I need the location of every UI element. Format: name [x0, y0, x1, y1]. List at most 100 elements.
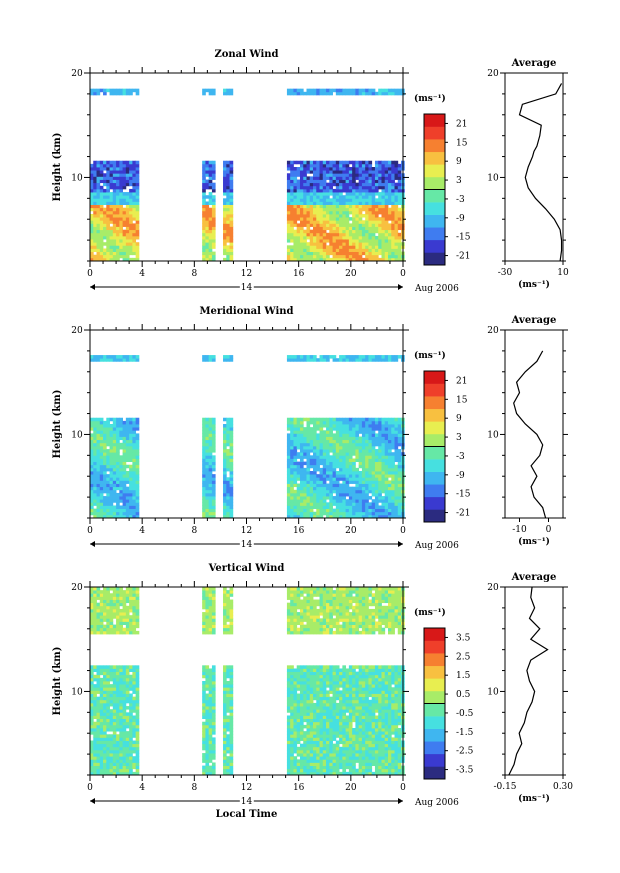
heatmap-cell — [93, 602, 97, 607]
heatmap-cell — [129, 455, 133, 459]
heatmap-cell — [132, 427, 137, 431]
heatmap-cell — [381, 198, 386, 202]
heatmap-cell — [339, 496, 343, 500]
heatmap-cell — [342, 257, 347, 262]
heatmap-cell — [116, 684, 120, 688]
heatmap-cell — [313, 420, 317, 425]
heatmap-cell — [129, 442, 133, 447]
heatmap-cell — [345, 232, 350, 237]
heatmap-cell — [378, 242, 382, 246]
heatmap-cell — [202, 442, 206, 447]
heatmap-cell — [109, 226, 114, 231]
profile-unit: (ms⁻¹) — [518, 536, 550, 547]
heatmap-cell — [106, 167, 110, 171]
heatmap-cell — [93, 358, 97, 362]
heatmap-cell — [306, 499, 311, 503]
heatmap-cell — [293, 229, 298, 234]
heatmap-cell — [99, 746, 104, 751]
heatmap-cell — [378, 442, 382, 447]
heatmap-cell — [313, 502, 317, 506]
heatmap-cell — [326, 220, 330, 224]
heatmap-cell — [342, 436, 347, 441]
heatmap-cell — [368, 201, 373, 205]
heatmap-cell — [322, 358, 327, 362]
heatmap-cell — [135, 458, 140, 462]
heatmap-cell — [361, 420, 366, 425]
heatmap-cell — [358, 452, 363, 456]
heatmap-cell — [313, 91, 317, 96]
heatmap-cell — [93, 630, 97, 635]
heatmap-cell — [223, 458, 227, 462]
heatmap-cell — [229, 210, 234, 215]
heatmap-cell — [132, 420, 137, 425]
heatmap-cell — [286, 251, 291, 256]
heatmap-cell — [293, 257, 298, 262]
heatmap-cell — [106, 163, 110, 168]
heatmap-cell — [226, 214, 230, 218]
heatmap-cell — [90, 621, 94, 625]
heatmap-cell — [106, 192, 110, 196]
heatmap-cell — [93, 731, 97, 735]
heatmap-cell — [109, 167, 114, 171]
heatmap-cell — [326, 201, 330, 205]
heatmap-cell — [293, 474, 298, 478]
heatmap-cell — [211, 511, 216, 516]
heatmap-cell — [205, 170, 210, 174]
heatmap-cell — [93, 232, 97, 237]
heatmap-cell — [109, 204, 114, 209]
heatmap-cell — [339, 461, 343, 466]
heatmap-cell — [90, 511, 94, 516]
heatmap-cell — [299, 511, 304, 516]
heatmap-cell — [290, 91, 294, 96]
heatmap-cell — [229, 232, 234, 237]
heatmap-cell — [361, 477, 366, 481]
heatmap-cell — [122, 214, 127, 218]
heatmap-cell — [384, 176, 389, 180]
heatmap-cell — [226, 167, 230, 171]
heatmap-cell — [223, 486, 227, 491]
heatmap-cell — [99, 445, 104, 450]
heatmap-cell — [352, 420, 356, 425]
heatmap-cell — [342, 235, 347, 240]
heatmap-cell — [358, 242, 363, 246]
heatmap-cell — [96, 596, 101, 600]
heatmap-cell — [99, 690, 104, 694]
heatmap-cell — [99, 242, 104, 246]
heatmap-cell — [345, 461, 350, 466]
heatmap-cell — [106, 248, 110, 252]
heatmap-cell — [96, 618, 101, 622]
heatmap-cell — [381, 433, 386, 437]
heatmap-cell — [112, 201, 117, 205]
heatmap-cell — [358, 424, 363, 428]
heatmap-cell — [211, 358, 216, 362]
heatmap-cell — [345, 207, 350, 212]
heatmap-cell — [223, 442, 227, 447]
heatmap-cell — [96, 621, 101, 625]
heatmap-cell — [135, 728, 140, 732]
heatmap-cell — [296, 430, 301, 434]
heatmap-cell — [293, 239, 298, 243]
heatmap-cell — [99, 618, 104, 622]
heatmap-cell — [319, 436, 324, 441]
heatmap-cell — [365, 198, 369, 202]
heatmap-cell — [368, 489, 373, 494]
heatmap-cell — [223, 185, 227, 190]
heatmap-cell — [293, 502, 298, 506]
heatmap-cell — [223, 198, 227, 202]
heatmap-cell — [361, 182, 366, 187]
heatmap-cell — [112, 756, 117, 760]
heatmap-cell — [96, 768, 101, 773]
heatmap-cell — [381, 223, 386, 227]
heatmap-cell — [397, 436, 402, 441]
heatmap-cell — [381, 160, 386, 165]
heatmap-cell — [303, 91, 307, 96]
heatmap-cell — [129, 602, 133, 607]
heatmap-cell — [202, 185, 206, 190]
heatmap-cell — [93, 461, 97, 466]
heatmap-cell — [358, 217, 363, 221]
heatmap-cell — [99, 210, 104, 215]
heatmap-cell — [116, 765, 120, 770]
heatmap-cell — [202, 436, 206, 441]
heatmap-cell — [365, 499, 369, 503]
heatmap-cell — [119, 762, 123, 766]
